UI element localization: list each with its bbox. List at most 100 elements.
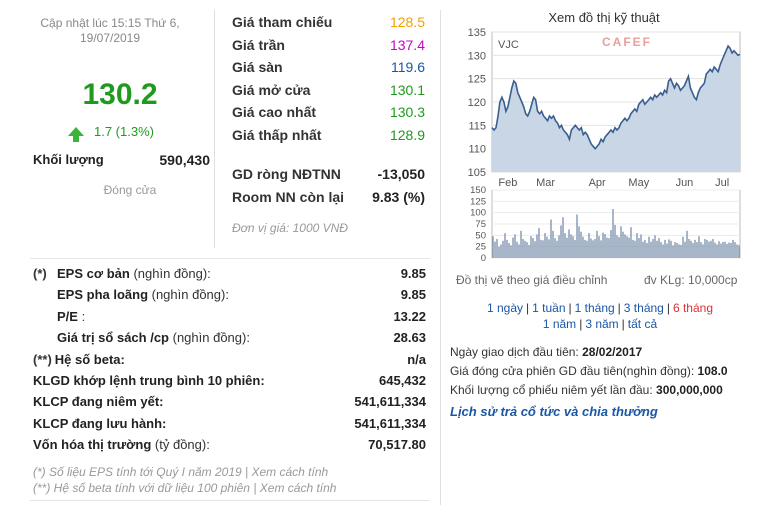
price-tick-label: 105 bbox=[468, 167, 486, 179]
volume-bar bbox=[582, 236, 584, 258]
foreign-row: GD ròng NĐTNN -13,050 bbox=[232, 166, 425, 189]
price-row: Giá thấp nhất 128.9 bbox=[232, 127, 425, 150]
volume-bar bbox=[638, 238, 640, 258]
first-volume-label: Khối lượng cổ phiếu niêm yết lần đầu: bbox=[450, 383, 653, 397]
foreign-value: 9.83 (%) bbox=[372, 189, 425, 205]
fundamental-row: Vốn hóa thị trường (tỷ đồng): 70,517.80 bbox=[33, 437, 426, 458]
range-selector: 1 ngày | 1 tuần | 1 tháng | 3 tháng | 6 tháng 1 … bbox=[486, 301, 714, 331]
last-price: 130.2 bbox=[82, 78, 158, 111]
range-3-months[interactable]: 3 tháng bbox=[623, 301, 664, 315]
range-1-week[interactable]: 1 tuần bbox=[532, 301, 566, 315]
volume-bar bbox=[552, 230, 554, 258]
footnotes: (*) Số liệu EPS tính tới Quý I năm 2019 … bbox=[33, 464, 336, 496]
price-value: 130.1 bbox=[389, 81, 425, 98]
fundamental-label: Vốn hóa thị trường bbox=[33, 437, 152, 453]
dividend-history-link[interactable]: Lịch sử trả cổ tức và chia thưởng bbox=[450, 404, 658, 419]
volume-bar bbox=[724, 241, 726, 258]
volume-bar bbox=[498, 246, 500, 258]
fundamental-value: 9.85 bbox=[400, 287, 426, 303]
volume-bar bbox=[606, 237, 608, 258]
volume-bar bbox=[678, 244, 680, 258]
range-6-months[interactable]: 6 tháng bbox=[672, 301, 714, 315]
listing-info: Ngày giao dịch đầu tiên: 28/02/2017 Giá … bbox=[450, 343, 750, 400]
volume-bar bbox=[596, 230, 598, 258]
price-row: Giá cao nhất 130.3 bbox=[232, 104, 425, 127]
price-label: Giá tham chiếu bbox=[232, 14, 333, 30]
volume-bar bbox=[542, 240, 544, 258]
volume-bar bbox=[692, 243, 694, 258]
price-chart[interactable]: 105 110 115 120 125 130 135 VJC CAFEF Feb Mar Apr Ma… bbox=[448, 28, 748, 268]
fundamental-unit: (nghìn đồng): bbox=[169, 330, 250, 346]
range-3-years[interactable]: 3 năm bbox=[585, 317, 619, 331]
ticker-label: VJC bbox=[498, 39, 519, 51]
fundamental-row: Giá trị sổ sách /cp (nghìn đồng): 28.63 bbox=[33, 330, 426, 351]
fundamental-value: 541,611,334 bbox=[354, 415, 426, 431]
price-row: Giá tham chiếu 128.5 bbox=[232, 14, 425, 37]
range-all[interactable]: tất cả bbox=[627, 317, 658, 331]
fundamental-row: (**) Hệ số beta: n/a bbox=[33, 352, 426, 373]
volume-bar bbox=[726, 243, 728, 258]
volume-bar bbox=[714, 242, 716, 258]
fundamental-label: Hệ số beta: bbox=[54, 351, 125, 367]
range-1-day[interactable]: 1 ngày bbox=[486, 301, 523, 315]
volume-tick-label: 0 bbox=[481, 253, 486, 264]
price-value: 128.5 bbox=[389, 14, 425, 30]
foreign-label: Room NN còn lại bbox=[232, 189, 345, 205]
volume-bar bbox=[642, 241, 644, 258]
volume-bar bbox=[562, 217, 564, 258]
volume-bar bbox=[702, 244, 704, 258]
watermark: CAFEF bbox=[602, 35, 652, 49]
technical-chart-link[interactable]: Xem đồ thị kỹ thuật bbox=[548, 10, 660, 25]
fundamental-value: n/a bbox=[407, 351, 426, 367]
volume-bar bbox=[506, 239, 508, 258]
volume-bar bbox=[700, 242, 702, 258]
month-label: Feb bbox=[498, 177, 517, 189]
footnote-beta[interactable]: (**) Hệ số beta tính với dữ liệu 100 phi… bbox=[33, 481, 337, 495]
volume-bar bbox=[528, 244, 530, 258]
volume-bar bbox=[512, 237, 514, 258]
month-label: May bbox=[628, 177, 649, 189]
volume-bar bbox=[672, 245, 674, 258]
volume-bar bbox=[566, 237, 568, 258]
volume-bar bbox=[518, 244, 520, 258]
volume-bar bbox=[694, 239, 696, 258]
price-tick-label: 135 bbox=[468, 28, 486, 39]
volume-bar bbox=[598, 236, 600, 258]
range-1-month[interactable]: 1 tháng bbox=[574, 301, 615, 315]
volume-bar bbox=[554, 238, 556, 258]
price-line bbox=[491, 44, 741, 150]
first-trade-label: Ngày giao dịch đầu tiên: bbox=[450, 345, 579, 359]
fundamental-label: KLGD khớp lệnh trung bình 10 phiên: bbox=[33, 372, 265, 388]
fundamental-value: 70,517.80 bbox=[368, 437, 426, 453]
volume-bar bbox=[592, 240, 594, 258]
divider bbox=[30, 500, 430, 501]
first-trade-value: 28/02/2017 bbox=[582, 345, 643, 359]
volume-bar bbox=[684, 241, 686, 258]
volume-bar bbox=[632, 239, 634, 258]
volume-bar bbox=[514, 234, 516, 258]
volume-bar bbox=[492, 236, 494, 258]
volume-bar bbox=[630, 227, 632, 258]
price-tick-label: 110 bbox=[468, 144, 486, 156]
price-label: Giá thấp nhất bbox=[232, 126, 322, 143]
volume-bar bbox=[544, 233, 546, 258]
volume-bar bbox=[644, 239, 646, 258]
fundamental-value: 541,611,334 bbox=[354, 394, 426, 410]
volume-bar bbox=[500, 244, 502, 258]
price-tick-label: 125 bbox=[468, 74, 486, 86]
range-1-year[interactable]: 1 năm bbox=[542, 317, 577, 331]
volume-bar bbox=[580, 231, 582, 258]
volume-bar bbox=[654, 235, 656, 258]
volume-bar bbox=[608, 238, 610, 258]
volume-bar bbox=[600, 240, 602, 258]
price-change-value: 1.7 (1.3%) bbox=[94, 124, 154, 139]
footnote-eps[interactable]: (*) Số liệu EPS tính tới Quý I năm 2019 … bbox=[33, 465, 329, 479]
fundamental-row: (*) EPS cơ bản (nghìn đồng): 9.85 bbox=[33, 266, 426, 287]
volume-bar bbox=[646, 243, 648, 258]
volume-unit: đv KLg: 10,000cp bbox=[644, 273, 738, 287]
volume-tick-label: 25 bbox=[475, 242, 486, 253]
price-label: Giá sàn bbox=[232, 59, 283, 75]
volume-tick-label: 50 bbox=[475, 230, 486, 241]
volume-bar bbox=[536, 234, 538, 258]
price-tick-label: 130 bbox=[468, 50, 486, 62]
